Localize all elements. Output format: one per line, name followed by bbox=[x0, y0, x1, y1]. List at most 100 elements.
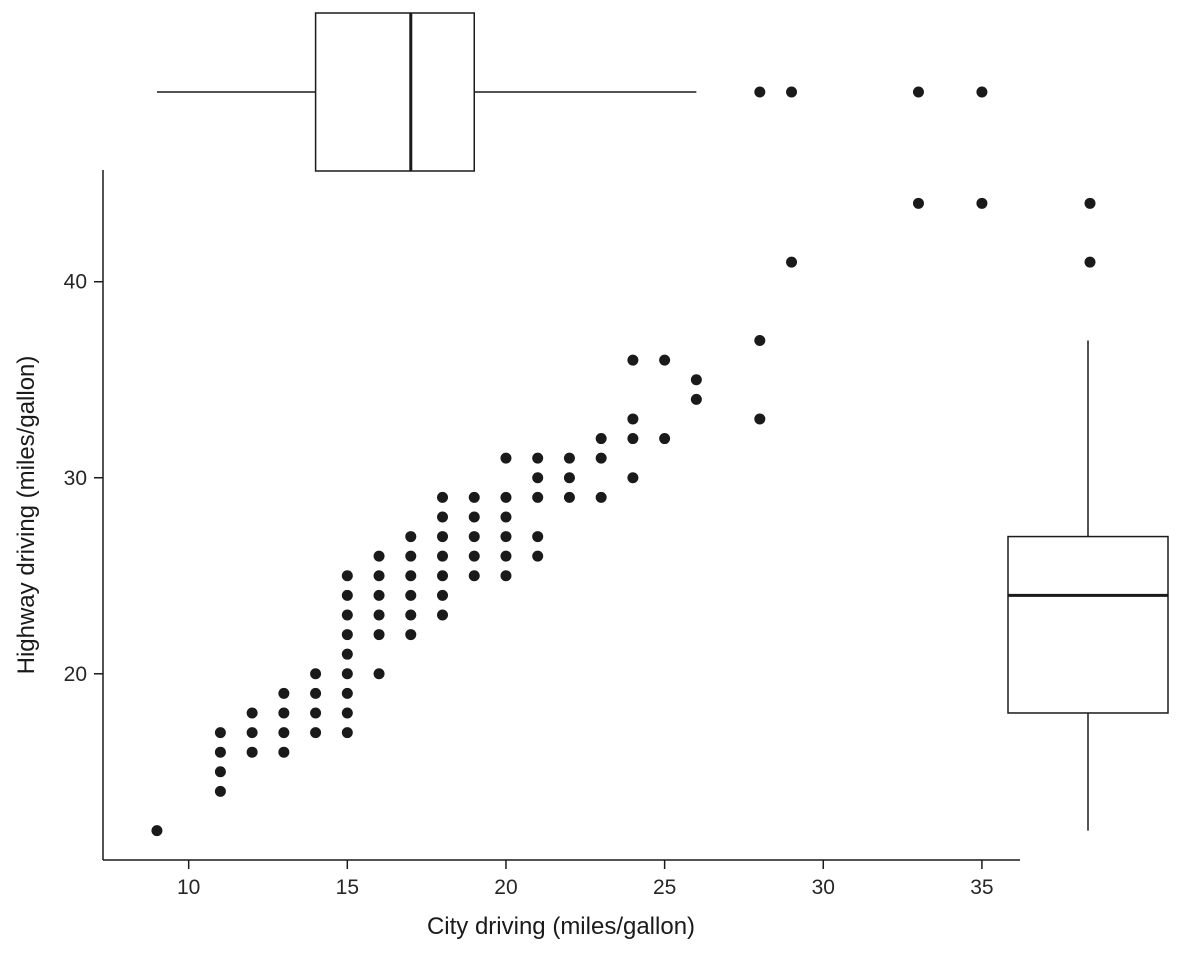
scatter-point bbox=[532, 452, 544, 464]
scatter-point bbox=[373, 668, 385, 680]
city-boxplot-outlier bbox=[912, 86, 924, 98]
scatter-point bbox=[278, 727, 290, 739]
scatter-point bbox=[214, 727, 226, 739]
scatter-point bbox=[500, 491, 512, 503]
scatter-point bbox=[627, 354, 639, 366]
scatter-point bbox=[373, 550, 385, 562]
scatter-point bbox=[310, 727, 322, 739]
scatter-point bbox=[373, 570, 385, 582]
x-tick-label: 15 bbox=[336, 876, 359, 899]
city-boxplot-outlier bbox=[976, 86, 988, 98]
y-axis-title: Highway driving (miles/gallon) bbox=[13, 356, 40, 675]
scatter-point bbox=[532, 550, 544, 562]
scatter-point bbox=[437, 570, 449, 582]
scatter-point bbox=[341, 648, 353, 660]
scatter-point bbox=[500, 550, 512, 562]
scatter-point bbox=[659, 433, 671, 445]
city-boxplot-box bbox=[314, 12, 475, 172]
scatter-point bbox=[976, 197, 988, 209]
scatter-point bbox=[246, 707, 258, 719]
marginal-boxplots bbox=[156, 12, 1169, 831]
city-boxplot-outlier bbox=[786, 86, 798, 98]
x-tick-label: 20 bbox=[494, 876, 517, 899]
scatter-points bbox=[151, 197, 988, 837]
scatter-point bbox=[690, 393, 702, 405]
scatter-point bbox=[532, 531, 544, 543]
scatter-point bbox=[341, 609, 353, 621]
scatter-point bbox=[341, 589, 353, 601]
scatter-point bbox=[373, 589, 385, 601]
scatter-point bbox=[278, 746, 290, 758]
scatter-point bbox=[690, 374, 702, 386]
scatter-point bbox=[627, 433, 639, 445]
axes: 10 15 20 25 30 35 20 30 40 bbox=[64, 170, 1020, 899]
scatter-point bbox=[341, 707, 353, 719]
x-tick-label: 30 bbox=[812, 876, 835, 899]
scatter-point bbox=[468, 491, 480, 503]
x-axis-title: City driving (miles/gallon) bbox=[427, 913, 695, 940]
scatter-point bbox=[214, 785, 226, 797]
scatter-point bbox=[437, 491, 449, 503]
scatter-point bbox=[437, 531, 449, 543]
scatter-point bbox=[405, 570, 417, 582]
highway-boxplot-outlier bbox=[1084, 256, 1096, 268]
scatter-point bbox=[310, 707, 322, 719]
scatter-point bbox=[563, 452, 575, 464]
scatter-point bbox=[437, 609, 449, 621]
scatter-point bbox=[754, 335, 766, 347]
scatter-point bbox=[500, 452, 512, 464]
scatter-point bbox=[912, 197, 924, 209]
scatter-point bbox=[500, 570, 512, 582]
scatter-point bbox=[754, 413, 766, 425]
scatter-point bbox=[151, 825, 163, 837]
scatter-point bbox=[341, 687, 353, 699]
scatter-point bbox=[500, 531, 512, 543]
scatter-point bbox=[405, 589, 417, 601]
scatter-point bbox=[405, 629, 417, 641]
x-tick-label: 25 bbox=[653, 876, 676, 899]
scatter-point bbox=[595, 452, 607, 464]
x-tick-label: 35 bbox=[970, 876, 993, 899]
scatter-point bbox=[278, 687, 290, 699]
scatter-point bbox=[468, 550, 480, 562]
scatter-point bbox=[341, 727, 353, 739]
scatter-point bbox=[468, 511, 480, 523]
scatter-point bbox=[627, 472, 639, 484]
x-tick-label: 10 bbox=[177, 876, 200, 899]
scatter-point bbox=[786, 256, 798, 268]
scatter-point bbox=[405, 550, 417, 562]
y-tick-label: 40 bbox=[64, 271, 87, 294]
scatter-point bbox=[246, 746, 258, 758]
scatter-point bbox=[341, 668, 353, 680]
scatter-point bbox=[373, 609, 385, 621]
scatter-point bbox=[214, 746, 226, 758]
scatter-point bbox=[373, 629, 385, 641]
city-boxplot-outlier bbox=[754, 86, 766, 98]
scatter-point bbox=[532, 491, 544, 503]
scatter-point bbox=[246, 727, 258, 739]
highway-boxplot-outlier bbox=[1084, 197, 1096, 209]
scatter-point bbox=[595, 433, 607, 445]
scatter-point bbox=[532, 472, 544, 484]
scatter-point bbox=[278, 707, 290, 719]
scatter-point bbox=[437, 550, 449, 562]
y-tick-label: 20 bbox=[64, 663, 87, 686]
scatter-point bbox=[627, 413, 639, 425]
scatter-point bbox=[563, 491, 575, 503]
scatter-point bbox=[405, 531, 417, 543]
y-tick-label: 30 bbox=[64, 467, 87, 490]
scatter-point bbox=[500, 511, 512, 523]
scatter-point bbox=[341, 570, 353, 582]
scatter-point bbox=[468, 531, 480, 543]
scatter-point bbox=[310, 687, 322, 699]
scatter-point bbox=[214, 766, 226, 778]
scatter-point bbox=[310, 668, 322, 680]
scatter-point bbox=[341, 629, 353, 641]
scatter-point bbox=[563, 472, 575, 484]
scatter-point bbox=[595, 491, 607, 503]
scatter-point bbox=[437, 589, 449, 601]
scatter-point bbox=[405, 609, 417, 621]
highway-boxplot-box bbox=[1007, 535, 1169, 714]
